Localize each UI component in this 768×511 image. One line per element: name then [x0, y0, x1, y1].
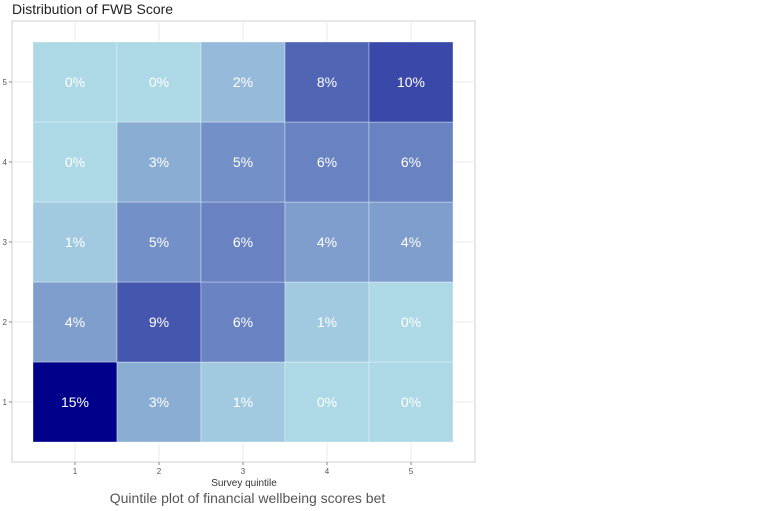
heatmap-cell: [284, 281, 370, 363]
cell-value-label: 0%: [65, 74, 85, 90]
cell-value-label: 5%: [233, 154, 253, 170]
heatmap-cell: [200, 281, 286, 363]
figure-caption: Quintile plot of financial wellbeing sco…: [109, 490, 386, 506]
heatmap-cell: [368, 281, 454, 363]
x-axis-ticks: 1 2 3 4 5: [73, 462, 414, 476]
heatmap-cell: [368, 41, 454, 123]
heatmap-cell: [32, 121, 118, 203]
y-tick-label: 2: [3, 318, 8, 327]
cell-value-label: 0%: [317, 394, 337, 410]
heatmap-cell: [284, 121, 370, 203]
heatmap-cell: [32, 281, 118, 363]
heatmap-cell: [116, 361, 202, 443]
heatmap-cell: [116, 281, 202, 363]
y-tick-label: 5: [3, 78, 8, 87]
heatmap-cell: [116, 41, 202, 123]
cell-value-label: 5%: [149, 234, 169, 250]
cell-value-label: 15%: [61, 394, 89, 410]
heatmap-cell: [32, 201, 118, 283]
cell-value-label: 0%: [401, 314, 421, 330]
cell-value-label: 0%: [149, 74, 169, 90]
x-tick-label: 2: [157, 467, 162, 476]
cell-value-label: 1%: [317, 314, 337, 330]
heatmap-cell: [368, 361, 454, 443]
cell-value-label: 4%: [317, 234, 337, 250]
heatmap-cell: [284, 361, 370, 443]
heatmap-cell: [368, 201, 454, 283]
cell-value-label: 3%: [149, 154, 169, 170]
heatmap-cell: [200, 361, 286, 443]
x-tick-label: 5: [409, 467, 414, 476]
cell-value-label: 3%: [149, 394, 169, 410]
heatmap-cell: [200, 41, 286, 123]
chart-title: Distribution of FWB Score: [12, 1, 173, 17]
heatmap-cell: [116, 201, 202, 283]
cell-value-label: 8%: [317, 74, 337, 90]
cell-value-label: 6%: [233, 234, 253, 250]
heatmap-cell: [284, 41, 370, 123]
cell-value-label: 9%: [149, 314, 169, 330]
heatmap-cell: [32, 361, 118, 443]
cell-value-label: 0%: [65, 154, 85, 170]
x-axis-label: Survey quintile: [211, 478, 277, 489]
cell-value-label: 4%: [65, 314, 85, 330]
y-axis-ticks: 1 2 3 4 5: [3, 78, 12, 407]
y-tick-label: 4: [3, 158, 8, 167]
cell-value-label: 0%: [401, 394, 421, 410]
cell-labels: 15% 3% 1% 0% 0% 4% 9% 6% 1% 0% 1% 5% 6% 4% 4% 0% 3% 5% 6% 6…: [61, 74, 425, 410]
cell-value-label: 1%: [233, 394, 253, 410]
cell-value-label: 10%: [397, 74, 425, 90]
heatmap-cell: [368, 121, 454, 203]
heatmap-cells: [32, 41, 454, 443]
y-tick-label: 1: [3, 398, 8, 407]
x-tick-label: 1: [73, 467, 78, 476]
cell-value-label: 6%: [317, 154, 337, 170]
cell-value-label: 4%: [401, 234, 421, 250]
x-tick-label: 3: [241, 467, 246, 476]
cell-value-label: 6%: [233, 314, 253, 330]
x-tick-label: 4: [325, 467, 330, 476]
cell-value-label: 2%: [233, 74, 253, 90]
cell-value-label: 1%: [65, 234, 85, 250]
y-tick-label: 3: [3, 238, 8, 247]
cell-value-label: 6%: [401, 154, 421, 170]
